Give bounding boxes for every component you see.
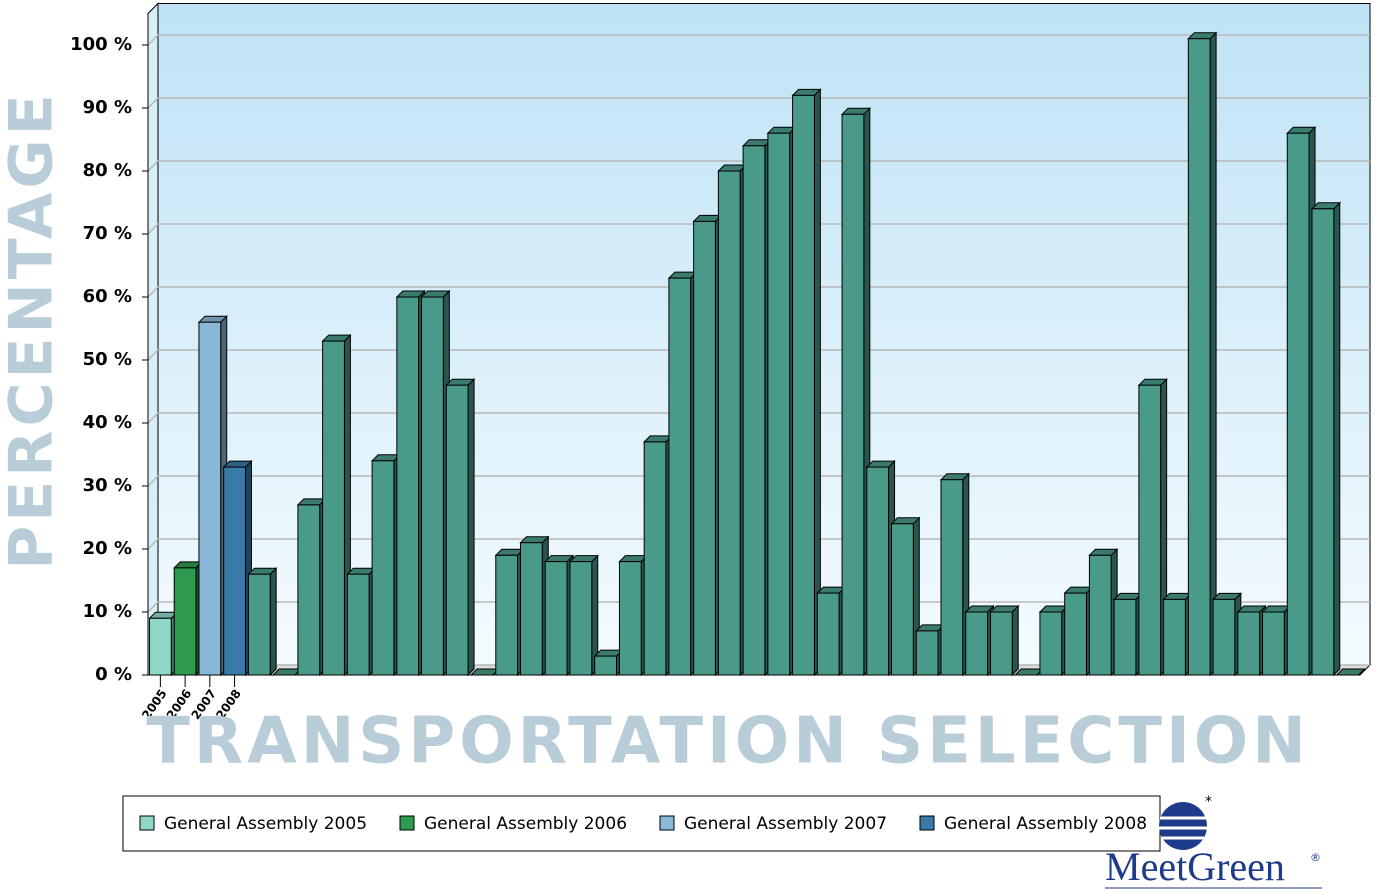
bar [173,567,197,676]
bar [198,321,222,676]
bar [668,277,692,676]
bar [396,296,420,676]
bar [544,561,568,676]
bar [767,132,791,676]
bar [247,573,271,676]
bar [322,340,345,676]
bar-side [1011,604,1019,677]
bar-top [1335,668,1366,676]
legend-label: General Assembly 2007 [684,814,887,834]
y-tick-label: 80 % [83,160,132,181]
y-tick-label: 50 % [83,349,132,370]
svg-text:*: * [1205,794,1212,810]
bar [989,611,1013,676]
bar [1163,598,1186,676]
x-axis-title: TRANSPORTATION SELECTION [146,705,1310,779]
bar [297,504,321,676]
bar [866,466,890,676]
bar [223,466,246,676]
bar [445,384,469,676]
grid-line [147,223,1370,235]
legend-swatch [399,815,415,831]
y-tick-label: 70 % [83,223,132,244]
bar [1113,598,1137,676]
bar [940,479,964,676]
grid-line [147,286,1370,298]
grid-line [147,97,1370,109]
legend [122,795,1161,852]
bar [371,460,395,676]
bar [965,611,988,676]
y-axis-title: PERCENTAGE [0,90,67,569]
bar [148,617,172,676]
logo-text: MeetGreen [1105,844,1285,889]
bar [792,94,815,676]
y-tick-label: 20 % [83,538,132,559]
bar [1088,554,1112,676]
bar [742,145,766,676]
legend-label: General Assembly 2008 [944,814,1147,834]
y-tick-label: 90 % [83,97,132,118]
bar [1039,611,1063,676]
bar [1237,611,1261,676]
grid-line [147,34,1370,46]
bar-side [269,566,277,677]
bar [816,592,840,676]
bar [891,523,914,676]
bar [643,441,667,676]
bar [915,630,939,676]
y-tick-label: 100 % [70,34,132,55]
bar [569,561,593,676]
side-wall [147,2,159,677]
bar-side [1209,31,1217,677]
bar [1187,38,1211,676]
y-tick-label: 30 % [83,475,132,496]
bar [520,542,543,676]
bar [618,561,642,676]
bar [841,113,865,676]
legend-swatch [919,815,935,831]
grid-line [147,160,1370,172]
legend-swatch [659,815,675,831]
grid-line [147,412,1370,424]
bar-side [813,88,821,677]
bar [594,655,617,676]
legend-label: General Assembly 2005 [164,814,367,834]
grid-line [147,349,1370,361]
bar [693,220,716,676]
y-tick-label: 40 % [83,412,132,433]
legend-label: General Assembly 2006 [424,814,627,834]
bar [1138,384,1162,676]
legend-items: General Assembly 2005 General Assembly 20… [139,814,1147,834]
plot-area: 0 % 10 % 20 % 30 % 40 % 50 % 60 % 70 % 80 % 90 % 1… [70,2,1372,722]
bar [1311,208,1335,676]
bar [346,573,370,676]
logo-mark: ® [1310,851,1321,864]
legend-swatch [139,815,155,831]
bar [1064,592,1087,676]
bar-side [1333,201,1341,677]
y-tick-label: 60 % [83,286,132,307]
bar [421,296,444,676]
y-tick-label: 0 % [95,664,132,685]
bar-side [467,377,475,677]
bar [1286,132,1310,676]
bar [1212,598,1236,676]
bar [495,554,519,676]
bar [717,170,741,676]
logo: * MeetGreen ® [1105,794,1322,889]
bar [1262,611,1285,676]
y-tick-label: 10 % [83,601,132,622]
